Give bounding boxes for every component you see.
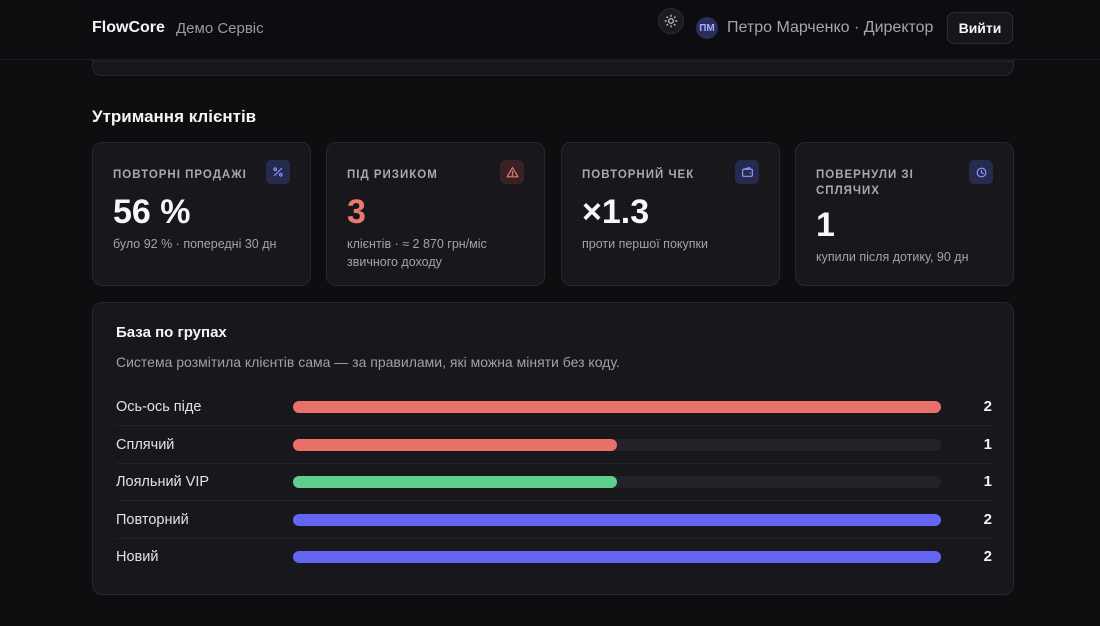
metric-subtext: було 92 % · попередні 30 дн	[113, 237, 277, 251]
groups-title: База по групах	[116, 324, 227, 341]
groups-description: Система розмітила клієнтів сама — за пра…	[116, 354, 620, 370]
metric-value: 56 %	[113, 193, 191, 231]
group-count: 2	[983, 398, 992, 415]
section-title: Утримання клієнтів	[92, 107, 257, 126]
group-label: Ось-ось піде	[116, 399, 202, 415]
brand-logo[interactable]: FlowCore	[92, 19, 165, 36]
group-row[interactable]: Новий 2	[116, 538, 992, 576]
group-count: 1	[983, 436, 992, 453]
user-name-role: Петро Марченко · Директор	[727, 19, 934, 36]
group-bar	[293, 401, 941, 413]
metric-subtext: проти першої покупки	[582, 237, 708, 251]
clock-icon	[969, 160, 993, 184]
group-bar-track	[293, 476, 941, 488]
metric-value: 1	[816, 206, 835, 244]
group-row[interactable]: Лояльний VIP 1	[116, 463, 992, 501]
group-bar	[293, 439, 617, 451]
metric-card-at-risk: ПІД РИЗИКОМ 3 клієнтів · ≈ 2 870 грн/міс…	[326, 142, 545, 286]
metric-label: ПІД РИЗИКОМ	[347, 169, 438, 181]
metric-subtext: купили після дотику, 90 дн	[816, 250, 969, 264]
group-count: 1	[983, 473, 992, 490]
theme-toggle-button[interactable]	[658, 8, 684, 34]
warning-icon	[500, 160, 524, 184]
card-divider	[93, 61, 1013, 62]
group-row[interactable]: Ось-ось піде 2	[116, 388, 992, 426]
group-bar-track	[293, 439, 941, 451]
group-count: 2	[983, 548, 992, 565]
sun-icon	[664, 14, 678, 28]
row-divider	[116, 425, 992, 426]
metric-label: ПОВТОРНИЙ ЧЕК	[582, 169, 695, 181]
metric-value: 3	[347, 193, 366, 231]
row-divider	[116, 500, 992, 501]
wallet-icon	[735, 160, 759, 184]
group-count: 2	[983, 511, 992, 528]
metric-value: ×1.3	[582, 193, 650, 231]
group-label: Новий	[116, 549, 159, 565]
group-bar	[293, 514, 941, 526]
group-bar-track	[293, 551, 941, 563]
top-header: FlowCore Демо Сервіс ПМ Петро Марченко ·…	[0, 0, 1100, 60]
groups-panel: База по групах Система розмітила клієнті…	[92, 302, 1014, 595]
group-bar	[293, 476, 617, 488]
logout-button[interactable]: Вийти	[947, 12, 1013, 44]
percent-icon	[266, 160, 290, 184]
metric-card-repeat-check: ПОВТОРНИЙ ЧЕК ×1.3 проти першої покупки	[561, 142, 780, 286]
group-bar-track	[293, 401, 941, 413]
group-row[interactable]: Сплячий 1	[116, 426, 992, 464]
workspace-name: Демо Сервіс	[176, 20, 264, 37]
metric-card-reactivated: ПОВЕРНУЛИ ЗІ СПЛЯЧИХ 1 купили після доти…	[795, 142, 1014, 286]
metric-label: ПОВТОРНІ ПРОДАЖІ	[113, 169, 247, 181]
row-divider	[116, 538, 992, 539]
metric-card-repeat-sales: ПОВТОРНІ ПРОДАЖІ 56 % було 92 % · попере…	[92, 142, 311, 286]
avatar[interactable]: ПМ	[696, 17, 718, 39]
group-label: Лояльний VIP	[116, 474, 210, 490]
metric-label: ПОВЕРНУЛИ ЗІ СПЛЯЧИХ	[816, 169, 914, 197]
row-divider	[116, 463, 992, 464]
group-label: Сплячий	[116, 437, 175, 453]
group-label: Повторний	[116, 512, 189, 528]
group-bar-track	[293, 514, 941, 526]
group-bar	[293, 551, 941, 563]
metric-subtext: клієнтів · ≈ 2 870 грн/міс звичного дохо…	[347, 237, 487, 269]
group-row[interactable]: Повторний 2	[116, 501, 992, 539]
